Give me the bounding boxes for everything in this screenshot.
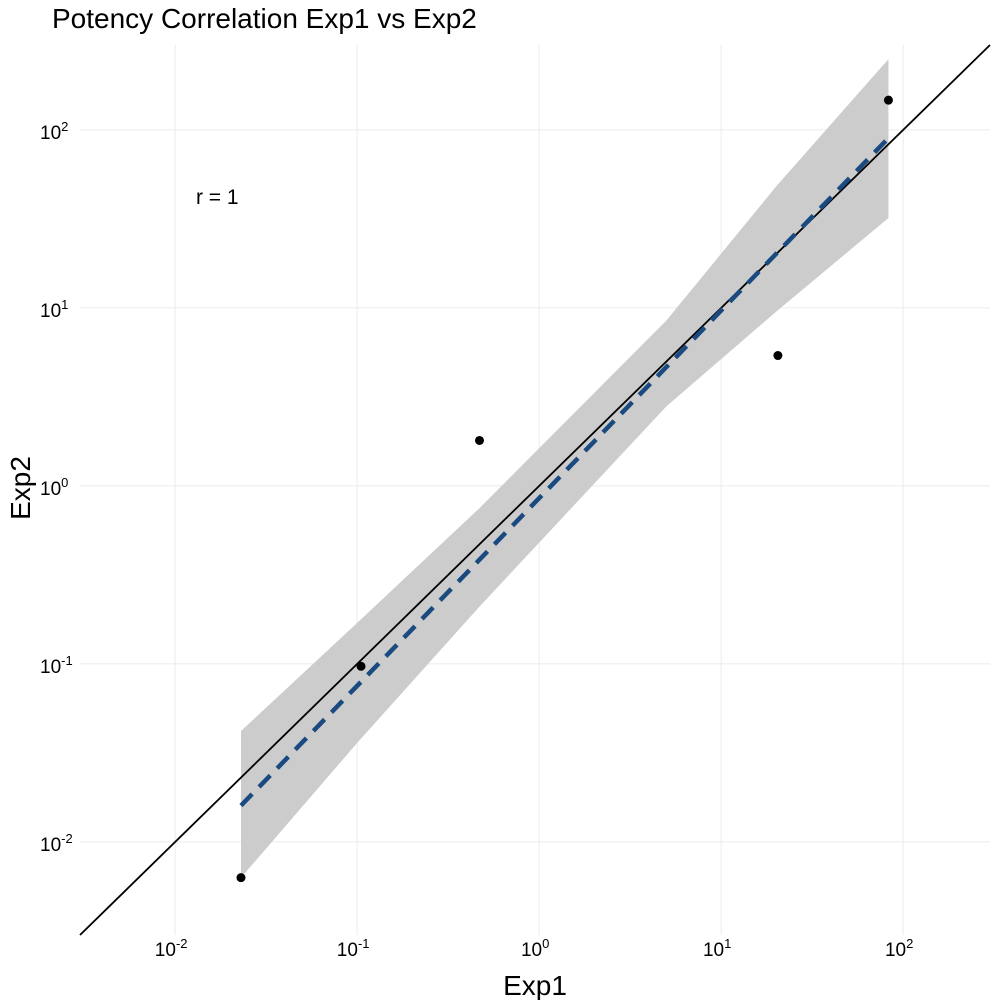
fit-line-layer <box>239 136 891 808</box>
data-point-2 <box>474 435 484 445</box>
fit-line <box>239 136 891 808</box>
y-axis-title: Exp2 <box>5 456 36 520</box>
x-tick-label-3: 101 <box>703 936 731 961</box>
x-axis-title: Exp1 <box>503 970 567 1000</box>
data-points <box>236 95 893 883</box>
identity-line-layer <box>79 44 991 936</box>
x-tick-label-4: 102 <box>885 936 913 961</box>
y-tick-label-4: 102 <box>40 119 68 144</box>
confidence-band-layer <box>240 59 889 878</box>
y-tick-label-3: 101 <box>40 297 68 322</box>
data-point-1 <box>356 661 366 671</box>
x-tick-label-1: 10-1 <box>337 936 370 961</box>
y-tick-label-0: 10-2 <box>40 831 73 856</box>
y-tick-label-1: 10-1 <box>40 653 73 678</box>
confidence-band <box>240 59 889 878</box>
x-tick-label-2: 100 <box>521 936 549 961</box>
data-point-4 <box>883 95 893 105</box>
tick-labels: 10-2 10-1 100 101 102 10-2 10-1 100 101 102 <box>40 119 913 961</box>
y-tick-label-2: 100 <box>40 475 68 500</box>
x-tick-label-0: 10-2 <box>155 936 188 961</box>
annotation-0: r = 1 <box>196 186 239 209</box>
data-point-3 <box>773 351 783 361</box>
chart-title: Potency Correlation Exp1 vs Exp2 <box>52 3 477 34</box>
identity-line <box>79 44 991 936</box>
data-point-0 <box>236 873 246 883</box>
annotations: r = 1 <box>196 186 239 209</box>
